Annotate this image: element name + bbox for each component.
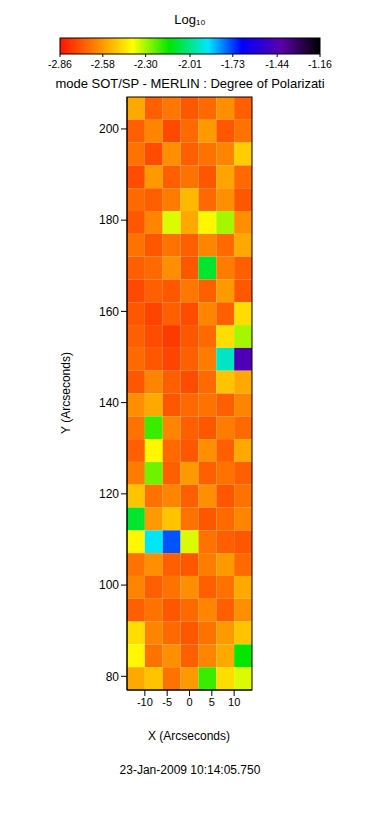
svg-text:-10: -10 <box>137 696 153 708</box>
svg-text:-5: -5 <box>162 696 172 708</box>
svg-text:-2.86: -2.86 <box>48 58 72 70</box>
svg-text:-2.58: -2.58 <box>91 58 115 70</box>
svg-text:140: 140 <box>99 396 119 410</box>
svg-text:0: 0 <box>186 696 192 708</box>
svg-text:-1.16: -1.16 <box>308 58 332 70</box>
svg-text:-2.30: -2.30 <box>134 58 158 70</box>
svg-text:Log₁₀: Log₁₀ <box>174 12 205 27</box>
svg-text:10: 10 <box>228 696 240 708</box>
svg-text:100: 100 <box>99 578 119 592</box>
svg-text:Y (Arcseconds): Y (Arcseconds) <box>59 352 73 434</box>
svg-text:120: 120 <box>99 487 119 501</box>
svg-text:180: 180 <box>99 213 119 227</box>
svg-text:X (Arcseconds): X (Arcseconds) <box>148 729 230 743</box>
svg-text:-1.73: -1.73 <box>221 58 245 70</box>
svg-text:-2.01: -2.01 <box>178 58 202 70</box>
svg-text:mode SOT/SP - MERLIN : Degree: mode SOT/SP - MERLIN : Degree of Polariz… <box>55 76 324 91</box>
svg-text:160: 160 <box>99 305 119 319</box>
svg-text:23-Jan-2009 10:14:05.750: 23-Jan-2009 10:14:05.750 <box>120 763 261 777</box>
svg-text:-1.44: -1.44 <box>265 58 289 70</box>
svg-text:200: 200 <box>99 122 119 136</box>
svg-text:5: 5 <box>209 696 215 708</box>
svg-text:80: 80 <box>106 670 120 684</box>
